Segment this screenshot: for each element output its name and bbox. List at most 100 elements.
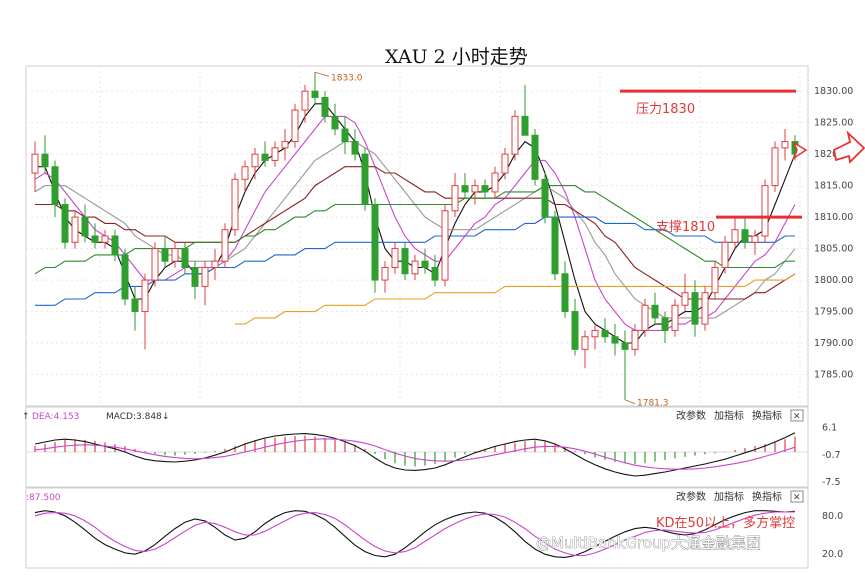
- candle-body: [291, 109, 299, 143]
- candle: [391, 242, 399, 274]
- candle-body: [151, 248, 159, 281]
- candle-body: [81, 216, 89, 237]
- macd-tick-label: -0.7: [822, 450, 841, 461]
- candle: [311, 72, 319, 104]
- macd-switch-indicator-button[interactable]: 换指标: [752, 409, 782, 422]
- candle-body: [301, 90, 309, 111]
- candle-body: [661, 317, 669, 331]
- low-marker-line: [624, 399, 636, 405]
- small-arrow-icon: [792, 141, 808, 160]
- candle-body: [31, 153, 39, 174]
- macd-close-button[interactable]: ✕: [790, 409, 804, 422]
- macd-add-indicator-button[interactable]: 加指标: [714, 409, 744, 422]
- candle-body: [341, 128, 349, 143]
- candle: [231, 173, 239, 236]
- macd-histogram: [34, 435, 796, 467]
- ma-line: [35, 166, 796, 300]
- candle-body: [691, 292, 699, 325]
- candle: [561, 261, 569, 318]
- price-tick-label: 1825.00: [814, 118, 853, 129]
- price-panel: 1830.00 1825.00 1820.00 1815.00 1810.00 1805.…: [25, 46, 865, 409]
- price-tick-label: 1785.00: [814, 370, 853, 381]
- candle-body: [111, 235, 119, 256]
- candle-body: [681, 292, 689, 306]
- candle: [521, 84, 529, 136]
- candle-body: [41, 153, 49, 168]
- macd-tick-label: -7.5: [822, 477, 841, 488]
- kd-switch-indicator-button[interactable]: 换指标: [752, 490, 782, 503]
- candle-body: [591, 329, 599, 338]
- candle: [511, 110, 519, 161]
- kd-lines: [34, 510, 796, 558]
- candle: [781, 128, 789, 161]
- candle-body: [481, 185, 489, 193]
- candle: [241, 160, 249, 192]
- candle: [601, 317, 609, 344]
- kd-annotation: KD在50以上，多方掌控: [656, 515, 795, 531]
- candle: [301, 84, 309, 123]
- candle-body: [571, 311, 579, 350]
- candle: [171, 242, 179, 268]
- candle-body: [391, 248, 399, 268]
- candle-body: [581, 336, 589, 350]
- candle-body: [671, 304, 679, 331]
- candle: [771, 141, 779, 192]
- candle: [641, 298, 649, 337]
- chart-title: XAU 2 小时走势: [385, 46, 528, 68]
- macd-dea-line: [34, 438, 796, 470]
- kd-panel-frame: [25, 487, 809, 569]
- candle: [471, 179, 479, 205]
- candle-body: [371, 204, 379, 281]
- candle-body: [521, 115, 529, 136]
- macd-change-params-button[interactable]: 改参数: [676, 409, 706, 422]
- candle-body: [221, 229, 229, 262]
- candle: [741, 217, 749, 249]
- macd-axis-ticks: 6.1 -0.7 -7.5: [822, 423, 841, 488]
- kd-close-box[interactable]: [790, 490, 804, 503]
- candle-body: [551, 216, 559, 275]
- candle: [201, 261, 209, 306]
- candle-body: [251, 153, 259, 168]
- candle: [611, 324, 619, 356]
- candle-body: [611, 336, 619, 344]
- macd-header-arrow: ↑: [22, 412, 30, 422]
- close-icon[interactable]: ✕: [793, 493, 801, 503]
- price-tick-label: 1810.00: [814, 212, 853, 223]
- candle-body: [181, 248, 189, 268]
- candle: [751, 229, 759, 255]
- kd-add-indicator-button[interactable]: 加指标: [714, 490, 744, 503]
- candle: [651, 292, 659, 325]
- candle-body: [781, 141, 789, 149]
- candle-body: [731, 229, 739, 243]
- candle-body: [51, 166, 59, 206]
- candle: [701, 286, 709, 331]
- low-marker: 1781.3: [624, 399, 669, 409]
- candle-body: [351, 141, 359, 155]
- candle-body: [401, 248, 409, 275]
- candle: [551, 210, 559, 281]
- candle-body: [381, 266, 389, 281]
- kd-close-button[interactable]: ✕: [790, 490, 804, 503]
- candle: [221, 223, 229, 268]
- candle-body: [531, 134, 539, 180]
- candle: [261, 141, 269, 167]
- candle-body: [701, 292, 709, 325]
- candle: [161, 236, 169, 268]
- candle: [661, 311, 669, 344]
- candle: [191, 261, 199, 299]
- candle: [461, 173, 469, 199]
- candle: [481, 179, 489, 199]
- high-label: 1833.0: [331, 73, 363, 83]
- candle: [421, 248, 429, 274]
- candle-body: [91, 235, 99, 243]
- close-icon[interactable]: ✕: [793, 412, 801, 422]
- candle-body: [321, 96, 329, 117]
- ma-line: [235, 273, 796, 325]
- candle: [691, 280, 699, 337]
- kd-d-line: [34, 511, 795, 557]
- candle-body: [741, 229, 749, 243]
- macd-close-box[interactable]: [790, 409, 804, 422]
- candle: [131, 286, 139, 331]
- price-tick-label: 1820.00: [814, 149, 853, 160]
- kd-change-params-button[interactable]: 改参数: [676, 490, 706, 503]
